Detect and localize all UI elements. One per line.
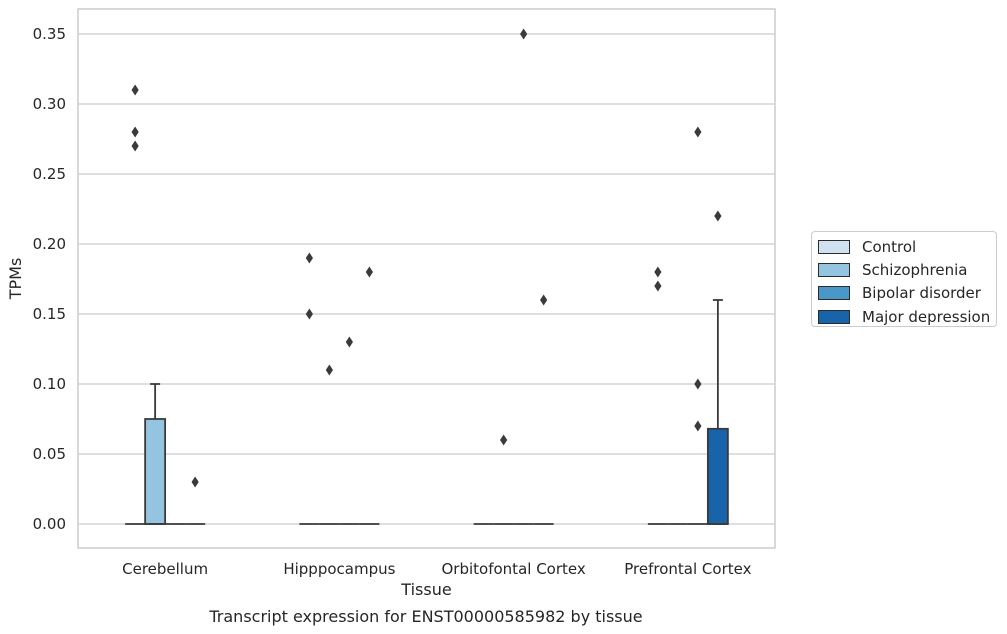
legend-label-control: Control [862,237,917,256]
outlier-point [694,378,702,390]
y-tick-label: 0.20 [33,235,66,253]
chart-caption: Transcript expression for ENST0000058598… [208,607,642,626]
outlier-point [365,266,373,278]
legend-label-schizophrenia: Schizophrenia [862,260,968,279]
y-tick-label: 0.05 [33,445,66,463]
outlier-point [345,336,353,348]
outlier-point [191,476,199,488]
outlier-point [131,126,139,138]
outlier-point [131,140,139,152]
x-tick-labels: Cerebellum Hipppocampus Orbitofontal Corte… [122,560,751,578]
gridlines [78,33,775,525]
legend-item-major-depression: Major depression [818,305,996,328]
legend-item-bipolar-disorder: Bipolar disorder [818,282,996,305]
legend-label-bipolar-disorder: Bipolar disorder [862,284,981,303]
x-axis-label: Tissue [400,580,451,599]
outlier-point [654,266,662,278]
legend-swatch-major-depression [818,309,850,324]
box [706,427,729,525]
y-tick-label: 0.30 [33,95,66,113]
y-tick-label: 0.25 [33,165,66,183]
y-tick-label: 0.10 [33,375,66,393]
legend-swatch-control [818,239,850,254]
outlier-point [325,364,333,376]
box [144,418,167,525]
x-tick-label: Prefrontal Cortex [624,560,751,578]
y-tick-label: 0.15 [33,305,66,323]
outlier-point [654,280,662,292]
outlier-point [540,294,548,306]
y-axis-label: TPMs [6,258,25,301]
outlier-point [520,28,528,40]
outlier-point [694,126,702,138]
y-tick-label: 0.35 [33,25,66,43]
outlier-point [694,420,702,432]
legend-swatch-schizophrenia [818,262,850,277]
plot-area-frame [77,8,776,549]
x-tick-label: Cerebellum [122,560,208,578]
box-marks [125,28,729,525]
outlier-point [305,252,313,264]
outlier-point [714,210,722,222]
outlier-point [131,84,139,96]
x-tick-label: Orbitofontal Cortex [442,560,586,578]
legend-swatch-bipolar-disorder [818,286,850,301]
legend: Control Schizophrenia Bipolar disorder M… [811,231,997,327]
outlier-point [500,434,508,446]
outlier-point [305,308,313,320]
y-tick-labels: 0.00 0.05 0.10 0.15 0.20 0.25 0.30 0.35 [33,25,66,533]
legend-label-major-depression: Major depression [862,307,991,326]
legend-item-control: Control [818,235,996,258]
legend-item-schizophrenia: Schizophrenia [818,258,996,281]
y-tick-label: 0.00 [33,515,66,533]
x-tick-label: Hipppocampus [283,560,395,578]
